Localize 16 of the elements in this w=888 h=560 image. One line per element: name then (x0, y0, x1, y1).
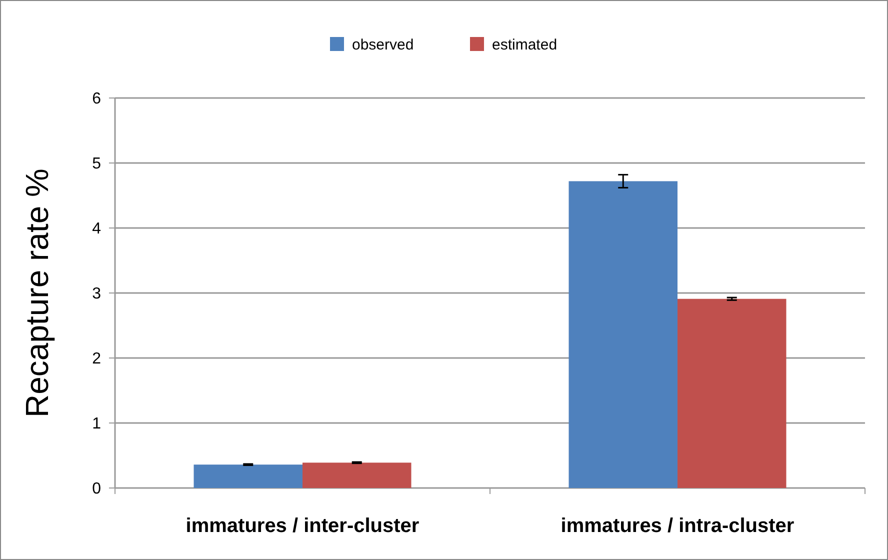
y-tick-label: 3 (92, 286, 102, 303)
bar (678, 298, 786, 488)
y-tick-label: 2 (92, 350, 102, 368)
y-tick-label: 4 (92, 220, 102, 238)
y-tick-label: 6 (92, 90, 102, 108)
legend-label: observed (352, 36, 414, 54)
y-tick-label: 1 (92, 416, 102, 433)
y-axis-title: Recapture rate % (19, 168, 55, 418)
bar (302, 462, 412, 488)
y-tick-label: 5 (92, 156, 102, 173)
y-tick-label: 0 (92, 480, 102, 498)
bar (568, 181, 678, 488)
x-tick-label: immatures / inter-cluster (186, 515, 420, 537)
x-tick-label: immatures / intra-cluster (560, 515, 794, 537)
bar (194, 464, 302, 488)
legend-label: estimated (492, 36, 558, 54)
